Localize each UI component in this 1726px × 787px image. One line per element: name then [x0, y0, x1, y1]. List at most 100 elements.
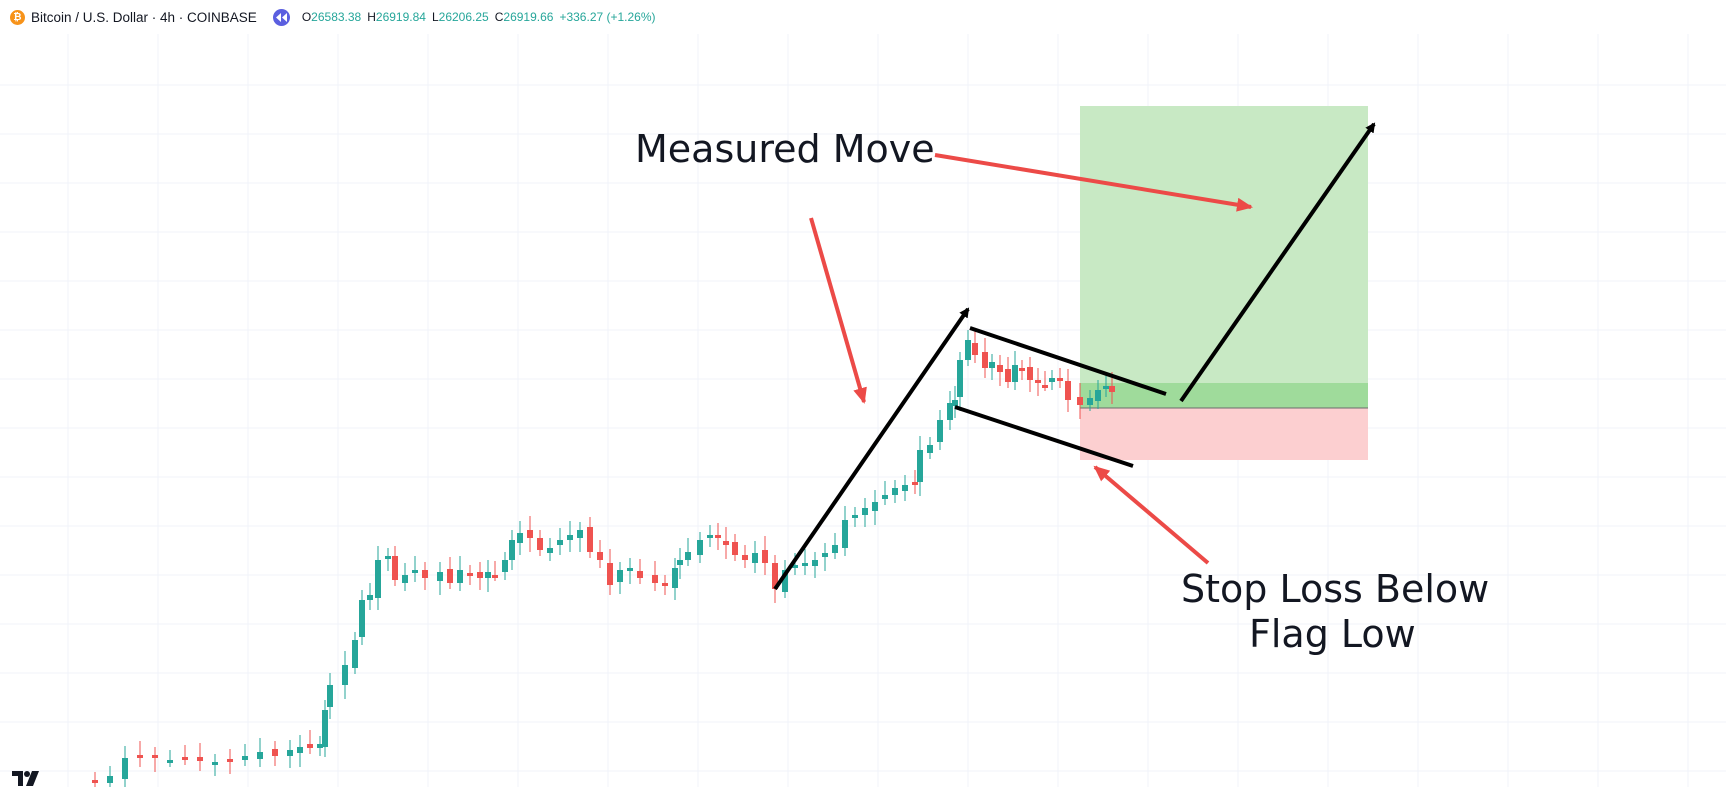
stop-loss-zone[interactable] — [1080, 408, 1368, 460]
candle-body — [732, 542, 738, 555]
candle-body — [402, 575, 408, 583]
candle-body — [872, 502, 878, 511]
candle-body — [1103, 386, 1109, 389]
candle-body — [927, 445, 933, 453]
breakout-arrow[interactable] — [1179, 122, 1376, 403]
candle-body — [772, 563, 778, 589]
candle-body — [92, 780, 98, 783]
candle-body — [752, 553, 758, 563]
close-value: 26919.66 — [503, 10, 554, 24]
replay-icon[interactable] — [272, 8, 290, 26]
candle-body — [685, 552, 691, 560]
candle-body — [723, 541, 729, 545]
candle-body — [822, 553, 828, 557]
measured-move-label: Measured Move — [635, 127, 935, 171]
candle-body — [715, 535, 721, 538]
candle-body — [352, 640, 358, 668]
candle-body — [972, 343, 978, 355]
candle-body — [477, 572, 483, 578]
candle-body — [832, 545, 838, 553]
candle-body — [167, 760, 173, 763]
entry-zone[interactable] — [1080, 383, 1368, 408]
candle-body — [359, 600, 365, 637]
candle-body — [257, 752, 263, 759]
candlestick-series — [92, 330, 1115, 787]
candle-body — [577, 530, 583, 538]
candle-body — [697, 540, 703, 555]
candle-body — [627, 568, 633, 571]
tradingview-logo[interactable] — [12, 770, 44, 787]
candle-body — [912, 482, 918, 485]
flagpole-arrow[interactable] — [773, 307, 970, 591]
candle-body — [509, 540, 515, 560]
drawings-layer[interactable] — [773, 122, 1376, 591]
candle-body — [137, 755, 143, 758]
chart-legend-header: ₿ Bitcoin / U.S. Dollar · 4h · COINBASE … — [0, 0, 1726, 34]
candle-body — [375, 560, 381, 598]
candle-body — [1087, 398, 1093, 405]
candle-body — [502, 560, 508, 572]
candle-body — [677, 560, 683, 565]
candle-body — [957, 360, 963, 397]
candle-body — [965, 340, 971, 360]
flag-lower-trendline[interactable] — [954, 405, 1134, 468]
candle-body — [527, 530, 533, 538]
candle-body — [1077, 397, 1083, 405]
candle-body — [842, 520, 848, 548]
candle-body — [367, 595, 373, 600]
close-label: C — [494, 10, 504, 24]
change-value: +336.27 (+1.26%) — [559, 10, 656, 24]
candle-body — [1095, 390, 1101, 401]
candle-body — [107, 776, 113, 783]
candle-body — [1027, 367, 1033, 380]
candle-body — [782, 570, 788, 592]
candle-body — [1035, 380, 1041, 383]
measured-move-arrow-1[interactable] — [934, 153, 1253, 212]
candle-body — [742, 555, 748, 560]
candle-body — [242, 756, 248, 760]
candle-body — [952, 400, 958, 406]
candle-body — [982, 352, 988, 368]
candle-body — [492, 575, 498, 578]
candle-body — [802, 563, 808, 566]
candle-body — [457, 570, 463, 583]
candle-body — [567, 535, 573, 540]
candle-body — [327, 685, 333, 707]
candle-body — [892, 488, 898, 495]
candle-body — [182, 757, 188, 760]
candle-body — [467, 573, 473, 576]
candle-body — [342, 665, 348, 685]
open-value: 26583.38 — [311, 10, 362, 24]
candle-body — [197, 757, 203, 761]
candle-body — [947, 403, 953, 420]
candle-body — [122, 758, 128, 779]
candle-body — [587, 527, 593, 552]
candle-body — [392, 556, 398, 580]
candle-body — [287, 750, 293, 756]
long-position-tool[interactable] — [1080, 106, 1368, 460]
bitcoin-icon: ₿ — [10, 9, 25, 25]
candle-body — [937, 420, 943, 442]
candle-body — [707, 535, 713, 538]
stop-loss-label-line1: Stop Loss Below — [1181, 567, 1490, 611]
candle-body — [862, 508, 868, 515]
candle-body — [1005, 369, 1011, 382]
stop-loss-arrow[interactable] — [1093, 465, 1210, 565]
stop-loss-label-line2: Flag Low — [1249, 612, 1416, 656]
flag-upper-trendline[interactable] — [969, 326, 1167, 396]
candle-body — [917, 450, 923, 482]
candle-body — [1057, 378, 1063, 381]
measured-move-arrow-2[interactable] — [809, 217, 867, 404]
candle-body — [812, 560, 818, 566]
candle-body — [212, 762, 218, 765]
candle-body — [447, 569, 453, 583]
candle-body — [902, 485, 908, 491]
symbol-title[interactable]: Bitcoin / U.S. Dollar · 4h · COINBASE — [31, 9, 257, 25]
candle-body — [1012, 365, 1018, 382]
candle-body — [792, 565, 798, 568]
candle-body — [1019, 368, 1025, 371]
candle-body — [597, 552, 603, 560]
candle-body — [1042, 385, 1048, 388]
candle-body — [317, 744, 323, 748]
